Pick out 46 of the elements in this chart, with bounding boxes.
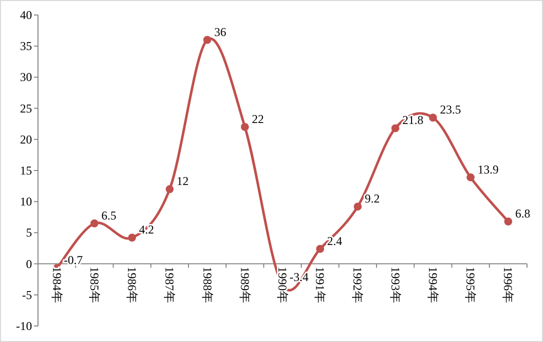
point	[316, 244, 324, 253]
y-tick-label: 30	[20, 70, 32, 84]
y-tick-label: 25	[20, 101, 32, 116]
point	[166, 185, 174, 194]
x-tick-label: 1988年	[200, 266, 214, 303]
y-tick-label: 5	[26, 226, 32, 240]
x-tick-label: 1991年	[313, 266, 328, 303]
y-tick-label: 35	[20, 39, 32, 54]
y-tick-label: 10	[20, 194, 32, 209]
x-tick-label: 1985年	[87, 266, 102, 303]
y-tick-label: -10	[16, 319, 32, 333]
x-tick-label: 1986年	[125, 266, 140, 303]
y-tick-label: 15	[20, 164, 32, 178]
data-label: 6.8	[515, 206, 530, 221]
data-label: -0.7	[64, 253, 83, 268]
x-tick-label: 1996年	[501, 266, 516, 303]
y-tick-label: 20	[20, 132, 32, 146]
y-tick-label: 0	[26, 256, 32, 271]
point	[428, 114, 437, 122]
y-tick-label: -5	[22, 288, 32, 302]
point	[240, 122, 249, 131]
x-tick-label: 1995年	[464, 266, 478, 303]
point	[354, 202, 362, 211]
data-label: 21.8	[402, 113, 424, 128]
point	[466, 173, 475, 182]
point	[504, 218, 512, 226]
x-tick-label: 1987年	[162, 266, 177, 303]
data-label: 9.2	[364, 192, 380, 206]
point	[203, 36, 212, 44]
data-label: 2.4	[327, 234, 342, 248]
x-tick-label: 1989年	[238, 266, 252, 303]
y-tick-label: 40	[20, 8, 32, 22]
data-label: 22	[252, 112, 264, 126]
data-label: 36	[214, 24, 226, 39]
x-tick-label: 1992年	[350, 266, 365, 303]
data-label: 6.5	[101, 208, 116, 222]
x-tick-label: 1993年	[388, 266, 402, 303]
point	[391, 124, 400, 132]
point	[128, 234, 136, 242]
data-label: 12	[176, 174, 189, 188]
x-tick-label: 1984年	[50, 266, 64, 303]
data-label: 23.5	[440, 102, 461, 117]
point	[90, 219, 98, 228]
x-tick-label: 1990年	[276, 266, 290, 303]
data-label: 13.9	[478, 162, 499, 176]
x-tick-label: 1994年	[426, 266, 440, 303]
